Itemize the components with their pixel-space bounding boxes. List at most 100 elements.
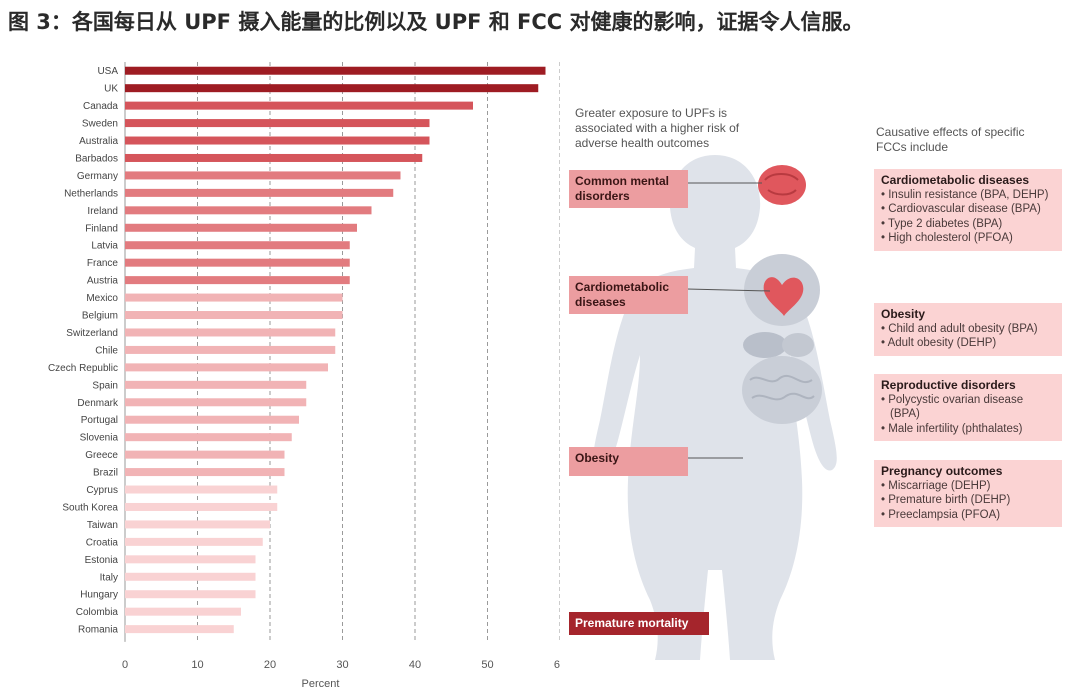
bar (125, 607, 241, 616)
effect-item: Premature birth (DEHP) (881, 493, 1055, 508)
bar (125, 380, 307, 389)
category-label: Cyprus (86, 485, 118, 496)
bar (125, 311, 343, 320)
bar (125, 345, 336, 354)
outcome-label-premature-mortality: Premature mortality (569, 612, 709, 635)
bar (125, 450, 285, 459)
category-label: Mexico (86, 293, 118, 304)
fcc-intro: Causative effects of specific FCCs inclu… (876, 125, 1025, 154)
human-body-illustration (593, 155, 837, 660)
x-tick-label: 50 (481, 659, 493, 671)
x-tick-label: 20 (264, 659, 276, 671)
x-tick-label: 10 (191, 659, 203, 671)
bar (125, 502, 278, 511)
category-label: Switzerland (66, 328, 118, 339)
category-label: Brazil (93, 468, 118, 479)
bar (125, 625, 234, 634)
category-label: Latvia (91, 241, 118, 252)
effect-item: Cardiovascular disease (BPA) (881, 202, 1055, 217)
bar (125, 241, 350, 250)
bar (125, 555, 256, 564)
category-label: Czech Republic (48, 363, 118, 374)
category-label: Romania (78, 625, 118, 636)
category-label: Sweden (82, 119, 118, 130)
effect-title: Reproductive disorders (881, 378, 1016, 392)
bar (125, 398, 307, 407)
bar (125, 171, 401, 180)
heart-icon (763, 277, 804, 316)
bar (125, 188, 394, 197)
x-tick-label: 60 (554, 659, 560, 671)
bar (125, 136, 430, 145)
category-label: Italy (100, 572, 118, 583)
outcome-label-cardiometabolic: Cardiometabolic diseases (569, 276, 688, 314)
effect-item: Preeclampsia (PFOA) (881, 508, 1055, 523)
bar (125, 572, 256, 581)
outcome-label-obesity: Obesity (569, 447, 688, 476)
outcomes-intro: Greater exposure to UPFs is associated w… (575, 106, 740, 150)
effect-item: Adult obesity (DEHP) (881, 336, 1055, 351)
x-tick-label: 30 (336, 659, 348, 671)
bar (125, 101, 473, 110)
intestines-icon (742, 356, 822, 424)
bar (125, 276, 350, 285)
bar (125, 66, 546, 75)
bar (125, 468, 285, 477)
category-label: Estonia (85, 555, 119, 566)
category-label: Barbados (75, 153, 118, 164)
category-label: UK (104, 84, 118, 95)
bar (125, 415, 299, 424)
x-axis-label: Percent (302, 678, 340, 690)
pointer-line-cardio (686, 288, 771, 292)
bar (125, 590, 256, 599)
bar (125, 485, 278, 494)
liver-icon (743, 332, 787, 358)
effect-item: High cholesterol (PFOA) (881, 231, 1055, 246)
bar (125, 258, 350, 267)
effect-item: Miscarriage (DEHP) (881, 479, 1055, 494)
bar (125, 433, 292, 442)
bar (125, 363, 328, 372)
effect-item: Male infertility (phthalates) (881, 422, 1055, 437)
category-label: USA (97, 66, 118, 77)
brain-icon (758, 165, 806, 205)
effect-panel-pregnancy: Pregnancy outcomes Miscarriage (DEHP) Pr… (874, 460, 1062, 528)
category-label: Australia (79, 136, 118, 147)
category-label: Netherlands (64, 188, 118, 199)
category-label: Spain (92, 380, 118, 391)
bar-chart: 0 10 20 30 40 50 60 USA UK Canada Sweden Australia B… (48, 62, 560, 690)
effect-title: Cardiometabolic diseases (881, 173, 1030, 187)
effect-item: Child and adult obesity (BPA) (881, 322, 1055, 337)
category-label: Hungary (80, 590, 118, 601)
effect-panel-reproductive: Reproductive disorders Polycystic ovaria… (874, 374, 1062, 442)
effect-item: Insulin resistance (BPA, DEHP) (881, 188, 1055, 203)
bar (125, 293, 343, 302)
bar (125, 328, 336, 337)
category-label: Belgium (82, 311, 118, 322)
category-label: Denmark (77, 398, 119, 409)
bar (125, 206, 372, 215)
category-label: Croatia (86, 537, 119, 548)
category-label: France (87, 258, 119, 269)
category-label: Finland (85, 223, 118, 234)
bar (125, 153, 423, 162)
category-label: Austria (87, 276, 119, 287)
category-label: Canada (83, 101, 118, 112)
bar (125, 223, 357, 232)
category-label: Portugal (81, 415, 118, 426)
effect-item: Type 2 diabetes (BPA) (881, 217, 1055, 232)
category-label: South Korea (62, 502, 118, 513)
bar (125, 537, 263, 546)
bar (125, 84, 539, 93)
figure-title: 图 3：各国每日从 UPF 摄入能量的比例以及 UPF 和 FCC 对健康的影响… (8, 10, 864, 34)
effect-title: Obesity (881, 307, 926, 321)
category-label: Colombia (76, 607, 119, 618)
category-label: Ireland (87, 206, 118, 217)
bar (125, 119, 430, 128)
bar (125, 520, 270, 529)
stomach-icon (782, 333, 814, 357)
outcome-label-mental: Common mental disorders (569, 170, 688, 208)
effect-title: Pregnancy outcomes (881, 464, 1003, 478)
x-tick-label: 40 (409, 659, 421, 671)
x-tick-label: 0 (122, 659, 128, 671)
